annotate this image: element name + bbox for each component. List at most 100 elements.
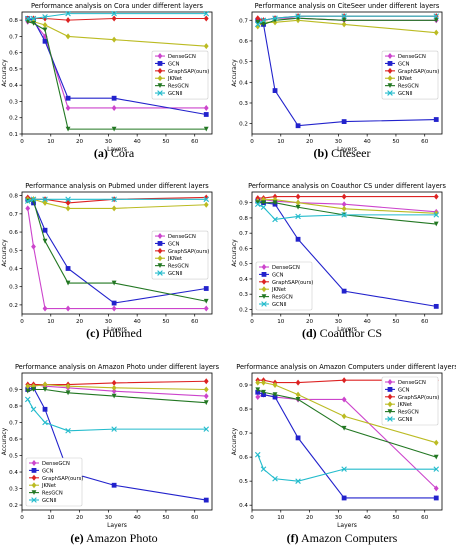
y-tick-label: 0.3	[239, 292, 248, 298]
data-point	[111, 426, 117, 432]
data-point	[341, 212, 347, 218]
data-point	[295, 13, 301, 19]
y-tick-label: 0.7	[9, 34, 18, 40]
data-point	[433, 210, 439, 217]
data-point	[272, 193, 278, 200]
legend-label: GCNII	[398, 91, 413, 97]
chart-title: Performance analysis on Coauthor CS unde…	[248, 182, 446, 190]
data-point	[65, 305, 71, 312]
x-tick-label: 60	[191, 515, 199, 521]
y-tick-label: 0.7	[239, 231, 248, 237]
x-tick-label: 50	[392, 319, 400, 325]
data-point	[260, 204, 267, 211]
legend-marker	[31, 474, 37, 481]
data-point	[433, 117, 439, 122]
x-tick-label: 40	[364, 139, 372, 145]
data-point	[255, 200, 261, 206]
data-point	[260, 466, 267, 472]
legend-label: GraphSAP(ours)	[398, 69, 439, 75]
data-point	[111, 126, 117, 132]
data-point	[341, 13, 347, 19]
legend-box	[381, 376, 439, 426]
x-tick-label: 60	[421, 319, 429, 325]
legend-marker	[157, 83, 163, 89]
x-axis-label: Layers	[337, 522, 357, 529]
data-point	[295, 123, 301, 129]
y-tick-label: 0.2	[9, 503, 18, 509]
caption-c: (c) Pubmed	[86, 326, 142, 340]
data-point	[433, 454, 439, 460]
data-point	[65, 205, 71, 212]
data-point	[111, 388, 117, 395]
data-point	[255, 23, 261, 30]
x-tick-label: 40	[364, 515, 372, 521]
chart-panel-0: Performance analysis on Cora under diffe…	[1, 2, 213, 153]
data-point	[433, 495, 439, 501]
y-tick-label: 0.6	[9, 230, 18, 236]
legend-box	[381, 50, 439, 100]
y-tick-label: 0.1	[9, 132, 18, 138]
data-point	[295, 478, 301, 484]
data-point	[433, 212, 440, 218]
data-point	[272, 216, 278, 223]
data-point	[272, 394, 278, 400]
x-tick-label: 20	[76, 319, 84, 325]
data-point	[203, 286, 209, 291]
data-point	[295, 193, 301, 200]
legend-marker	[157, 53, 163, 60]
legend-label: GraphSAP(ours)	[42, 476, 83, 482]
x-tick-label: 20	[306, 515, 314, 521]
data-point	[272, 200, 278, 206]
legend-marker	[387, 90, 393, 96]
data-point	[203, 298, 209, 304]
x-axis-label: Layers	[107, 522, 127, 529]
legend-label: JKNet	[167, 256, 182, 262]
data-point	[25, 19, 31, 25]
caption-b: (b) Citeseer	[313, 146, 371, 160]
x-tick-label: 30	[335, 139, 343, 145]
x-tick-label: 60	[191, 319, 199, 325]
legend-label: GraphSAP(ours)	[168, 249, 209, 255]
data-point	[341, 119, 347, 124]
data-point	[341, 466, 347, 472]
data-point	[295, 397, 301, 402]
legend-label: DenseGCN	[272, 265, 300, 271]
legend-marker	[157, 61, 163, 66]
x-axis-label: Layers	[337, 146, 357, 153]
data-point	[24, 15, 31, 22]
data-point	[203, 400, 209, 406]
data-point	[31, 20, 36, 26]
y-axis-label: Accuracy	[231, 59, 238, 87]
y-tick-label: 0.7	[239, 18, 248, 24]
x-tick-label: 30	[335, 515, 343, 521]
chart-panel-2: Performance analysis on Pubmed under dif…	[1, 182, 213, 333]
legend-box	[151, 230, 209, 280]
data-point	[111, 482, 117, 488]
y-tick-label: 0.7	[9, 421, 18, 427]
legend-label: DenseGCN	[398, 380, 426, 386]
legend-label: JKNet	[41, 483, 56, 489]
data-point	[295, 435, 301, 441]
legend-label: DenseGCN	[168, 54, 196, 60]
x-tick-label: 20	[76, 515, 84, 521]
data-point	[295, 213, 301, 220]
legend-marker	[261, 272, 267, 277]
y-tick-label: 0.3	[239, 101, 248, 107]
legend-box	[151, 50, 209, 100]
legend-box	[25, 457, 83, 507]
data-point	[254, 21, 261, 28]
y-tick-label: 0.8	[9, 404, 18, 410]
x-tick-label: 30	[105, 515, 113, 521]
x-tick-label: 40	[134, 319, 142, 325]
y-tick-label: 0.5	[239, 60, 248, 66]
data-point	[255, 195, 261, 202]
data-point	[341, 377, 347, 384]
data-point	[111, 305, 117, 312]
y-tick-label: 0.6	[239, 39, 248, 45]
data-point	[433, 193, 439, 200]
data-point	[30, 15, 37, 22]
